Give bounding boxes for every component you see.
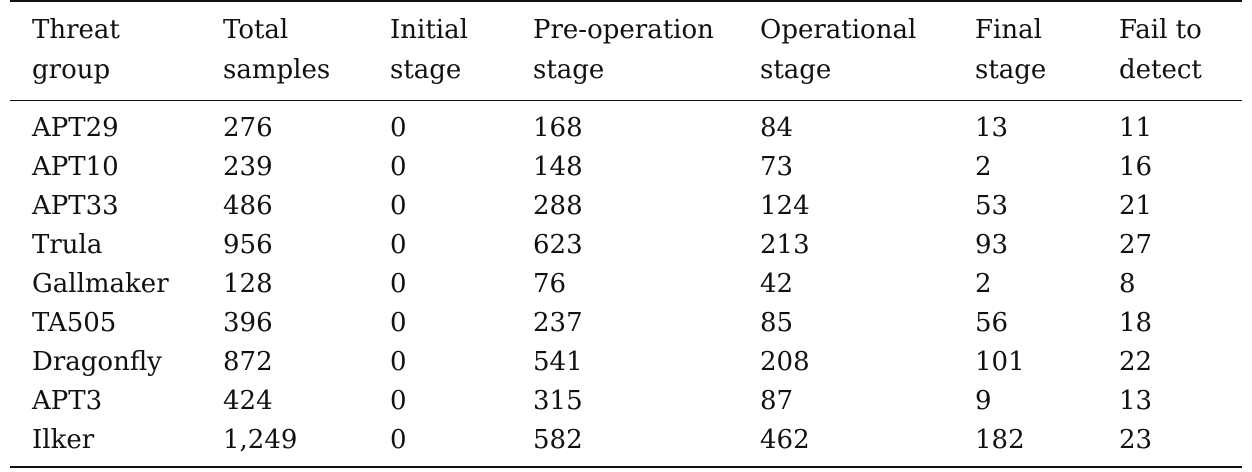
cell-initial-stage: 0 [390,269,407,299]
table-body: APT29 276 0 168 84 13 11 APT10 239 0 148 73 2 16 APT33… [10,101,1242,467]
cell-fail-to-detect: 21 [1119,191,1153,221]
table-row: Trula 956 0 623 213 93 27 [10,226,1242,265]
cell-initial-stage: 0 [390,308,407,338]
cell-pre-operation-stage: 237 [533,308,583,338]
header-label-line: Threat [32,15,120,45]
cell-operational-stage: 213 [760,230,810,260]
threat-group-table: Threat group Total samples Initial stage Pre-o… [10,0,1242,468]
header-label-line: Total [223,15,289,45]
cell-total-samples: 486 [223,191,273,221]
header-label-line: detect [1119,55,1202,85]
cell-initial-stage: 0 [390,347,407,377]
table-row: APT29 276 0 168 84 13 11 [10,101,1242,149]
header-label-line: samples [223,55,331,85]
cell-threat-group: APT10 [32,152,119,182]
header-label-line: Pre-operation [533,15,714,45]
header-label-line: stage [390,55,462,85]
cell-initial-stage: 0 [390,230,407,260]
cell-total-samples: 424 [223,386,273,416]
header-label-line: stage [760,55,832,85]
cell-pre-operation-stage: 623 [533,230,583,260]
cell-fail-to-detect: 22 [1119,347,1153,377]
cell-pre-operation-stage: 288 [533,191,583,221]
cell-total-samples: 276 [223,113,273,143]
cell-final-stage: 93 [975,230,1009,260]
cell-initial-stage: 0 [390,152,407,182]
cell-pre-operation-stage: 315 [533,386,583,416]
cell-operational-stage: 85 [760,308,794,338]
table-row: Dragonfly 872 0 541 208 101 22 [10,343,1242,382]
cell-final-stage: 101 [975,347,1025,377]
cell-total-samples: 1,249 [223,425,298,455]
cell-threat-group: Dragonfly [32,347,162,377]
header-pre-operation-stage: Pre-operation stage [533,1,760,101]
header-total-samples: Total samples [223,1,390,101]
header-final-stage: Final stage [975,1,1119,101]
cell-operational-stage: 87 [760,386,794,416]
cell-fail-to-detect: 13 [1119,386,1153,416]
cell-total-samples: 396 [223,308,273,338]
cell-operational-stage: 84 [760,113,794,143]
cell-fail-to-detect: 8 [1119,269,1136,299]
cell-pre-operation-stage: 76 [533,269,567,299]
table-row: APT33 486 0 288 124 53 21 [10,187,1242,226]
cell-fail-to-detect: 16 [1119,152,1153,182]
cell-total-samples: 128 [223,269,273,299]
header-label-line: group [32,55,111,85]
cell-final-stage: 2 [975,269,992,299]
cell-operational-stage: 73 [760,152,794,182]
cell-threat-group: Gallmaker [32,269,169,299]
cell-operational-stage: 208 [760,347,810,377]
cell-total-samples: 956 [223,230,273,260]
cell-total-samples: 872 [223,347,273,377]
cell-threat-group: APT29 [32,113,119,143]
cell-threat-group: APT3 [32,386,103,416]
cell-initial-stage: 0 [390,191,407,221]
table-row: Ilker 1,249 0 582 462 182 23 [10,421,1242,467]
cell-final-stage: 2 [975,152,992,182]
header-initial-stage: Initial stage [390,1,533,101]
table-row: APT3 424 0 315 87 9 13 [10,382,1242,421]
cell-pre-operation-stage: 582 [533,425,583,455]
cell-operational-stage: 42 [760,269,794,299]
header-row: Threat group Total samples Initial stage Pre-o… [10,1,1242,101]
header-label-line: Final [975,15,1042,45]
cell-pre-operation-stage: 168 [533,113,583,143]
cell-final-stage: 56 [975,308,1009,338]
cell-pre-operation-stage: 148 [533,152,583,182]
cell-pre-operation-stage: 541 [533,347,583,377]
cell-initial-stage: 0 [390,113,407,143]
threat-group-table-container: Threat group Total samples Initial stage Pre-o… [10,0,1242,468]
header-operational-stage: Operational stage [760,1,975,101]
cell-fail-to-detect: 18 [1119,308,1153,338]
cell-fail-to-detect: 11 [1119,113,1153,143]
table-row: TA505 396 0 237 85 56 18 [10,304,1242,343]
header-label-line: stage [533,55,605,85]
cell-threat-group: Trula [32,230,103,260]
table-header: Threat group Total samples Initial stage Pre-o… [10,1,1242,101]
cell-initial-stage: 0 [390,425,407,455]
cell-final-stage: 182 [975,425,1025,455]
cell-final-stage: 13 [975,113,1009,143]
header-fail-to-detect: Fail to detect [1119,1,1242,101]
cell-fail-to-detect: 27 [1119,230,1153,260]
table-row: APT10 239 0 148 73 2 16 [10,148,1242,187]
cell-operational-stage: 124 [760,191,810,221]
header-label-line: Operational [760,15,917,45]
cell-final-stage: 9 [975,386,992,416]
header-threat-group: Threat group [10,1,223,101]
cell-threat-group: APT33 [32,191,119,221]
header-label-line: Fail to [1119,15,1202,45]
cell-final-stage: 53 [975,191,1009,221]
cell-total-samples: 239 [223,152,273,182]
cell-fail-to-detect: 23 [1119,425,1153,455]
header-label-line: Initial [390,15,468,45]
cell-threat-group: TA505 [32,308,117,338]
table-row: Gallmaker 128 0 76 42 2 8 [10,265,1242,304]
cell-threat-group: Ilker [32,425,95,455]
header-label-line: stage [975,55,1047,85]
cell-operational-stage: 462 [760,425,810,455]
cell-initial-stage: 0 [390,386,407,416]
